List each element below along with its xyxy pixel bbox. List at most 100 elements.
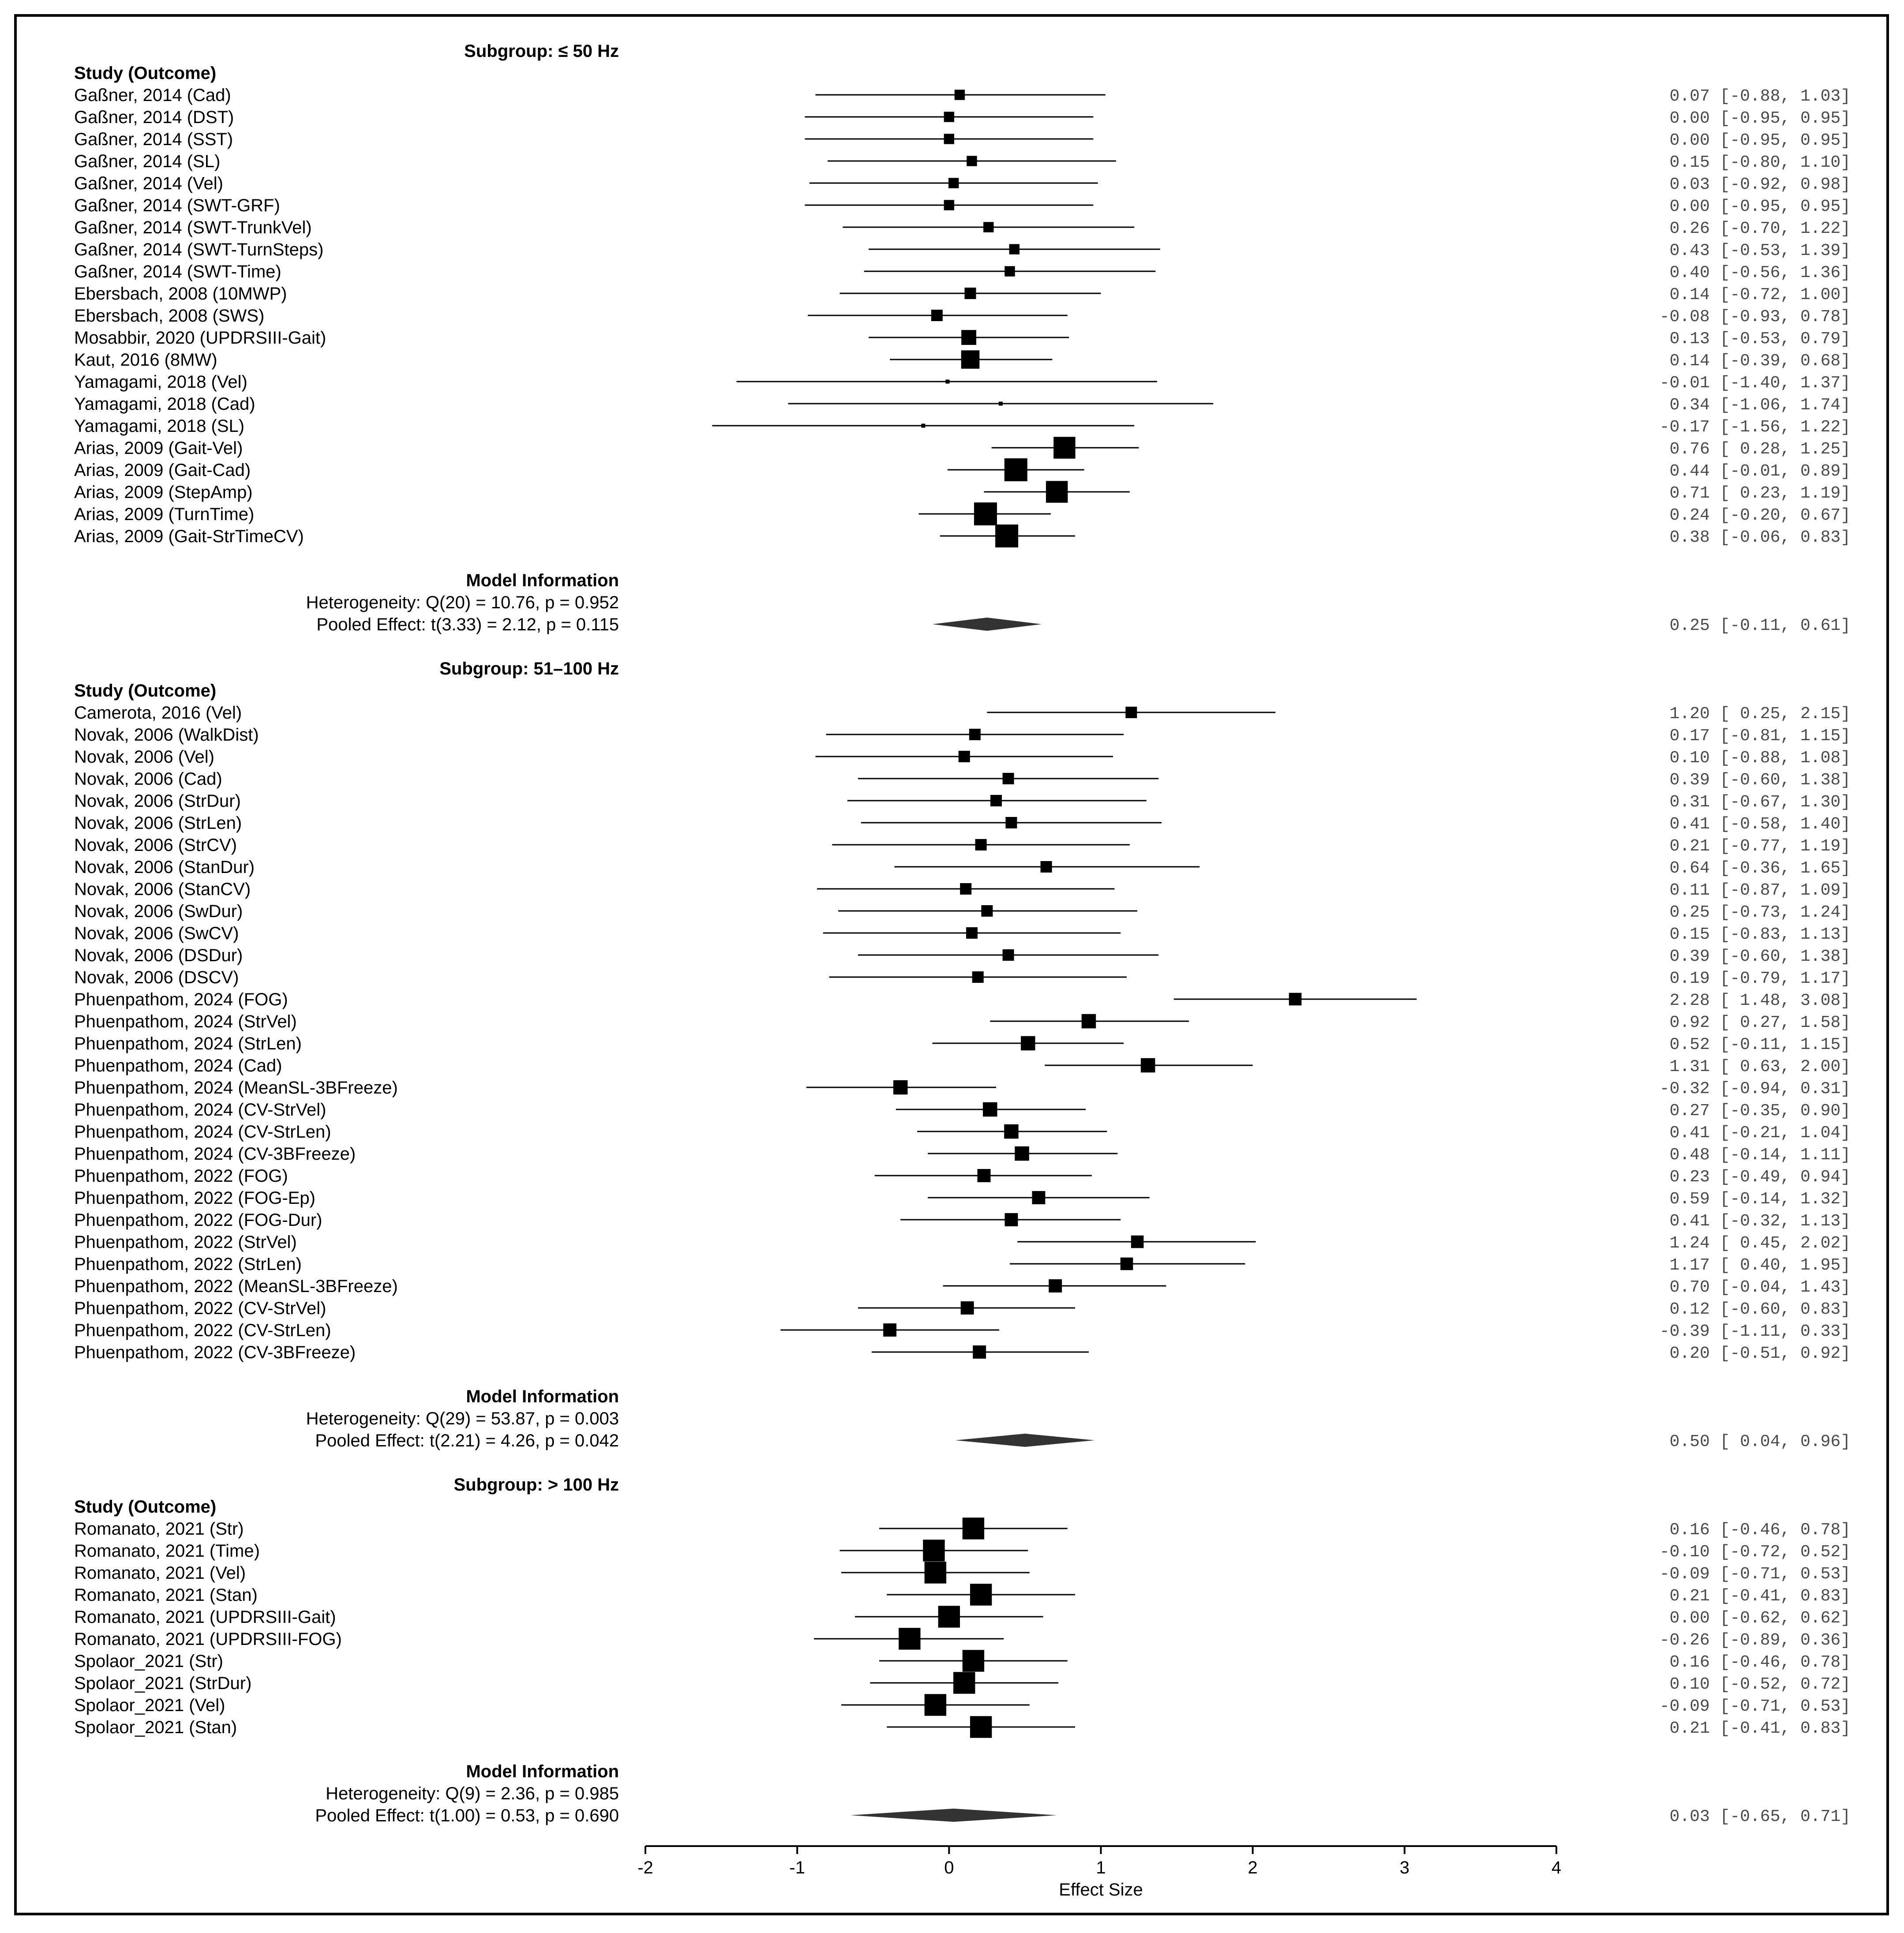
study-label: Camerota, 2016 (Vel) [74,703,242,723]
study-label: Phuenpathom, 2024 (CV-StrLen) [74,1122,331,1142]
effect-ci-value: 0.26 [-0.70, 1.22] [1670,219,1851,238]
effect-ci-value: -0.09 [-0.71, 0.53] [1660,1697,1851,1716]
x-tick-label: -2 [637,1858,653,1877]
study-label: Gaßner, 2014 (SWT-TurnSteps) [74,240,323,259]
effect-marker [924,1562,947,1584]
heterogeneity-stat: Heterogeneity: Q(29) = 53.87, p = 0.003 [306,1409,619,1428]
effect-ci-value: 1.31 [ 0.63, 2.00] [1670,1057,1851,1076]
study-label: Ebersbach, 2008 (10MWP) [74,284,287,303]
effect-marker [960,883,972,895]
study-label: Novak, 2006 (Vel) [74,747,214,767]
study-label: Arias, 2009 (Gait-StrTimeCV) [74,527,304,546]
effect-marker [981,905,993,917]
effect-marker [1081,1014,1096,1029]
effect-marker [944,200,955,210]
effect-marker [931,310,943,321]
study-label: Romanato, 2021 (Vel) [74,1563,246,1583]
x-tick-label: 4 [1552,1858,1561,1877]
effect-marker [960,1301,974,1315]
pooled-diamond [850,1809,1057,1822]
effect-ci-value: 0.48 [-0.14, 1.11] [1670,1146,1851,1165]
effect-marker [1021,1036,1035,1051]
effect-ci-value: 0.43 [-0.53, 1.39] [1670,241,1851,260]
study-label: Phuenpathom, 2024 (StrVel) [74,1012,297,1031]
effect-ci-value: 0.03 [-0.92, 0.98] [1670,175,1851,194]
effect-ci-value: 0.19 [-0.79, 1.17] [1670,969,1851,988]
effect-ci-value: 0.38 [-0.06, 0.83] [1670,528,1851,547]
effect-marker [893,1080,908,1095]
study-label: Novak, 2006 (SwCV) [74,924,239,943]
effect-ci-value: 1.20 [ 0.25, 2.15] [1670,704,1851,723]
study-label: Phuenpathom, 2022 (MeanSL-3BFreeze) [74,1277,398,1296]
effect-ci-value: 0.21 [-0.41, 0.83] [1670,1587,1851,1606]
effect-ci-value: 0.23 [-0.49, 0.94] [1670,1168,1851,1187]
study-label: Romanato, 2021 (UPDRSIII-FOG) [74,1630,342,1649]
effect-ci-value: 0.07 [-0.88, 1.03] [1670,87,1851,106]
effect-ci-value: 0.12 [-0.60, 0.83] [1670,1300,1851,1319]
study-label: Gaßner, 2014 (SWT-Time) [74,262,281,281]
effect-ci-value: 0.25 [-0.73, 1.24] [1670,903,1851,922]
effect-ci-value: 1.24 [ 0.45, 2.02] [1670,1234,1851,1253]
effect-marker [990,795,1002,806]
study-label: Romanato, 2021 (UPDRSIII-Gait) [74,1607,336,1627]
effect-marker [1009,244,1020,255]
study-label: Arias, 2009 (Gait-Vel) [74,438,243,458]
effect-marker [961,350,980,369]
study-label: Gaßner, 2014 (SWT-TrunkVel) [74,218,312,237]
effect-ci-value: 0.40 [-0.56, 1.36] [1670,263,1851,282]
study-label: Novak, 2006 (StrLen) [74,813,242,833]
effect-ci-value: 0.71 [ 0.23, 1.19] [1670,484,1851,503]
effect-ci-value: -0.26 [-0.89, 0.36] [1660,1631,1851,1650]
study-label: Phuenpathom, 2024 (CV-StrVel) [74,1100,326,1120]
effect-marker [1004,1124,1019,1139]
study-label: Novak, 2006 (StrDur) [74,791,241,811]
x-axis-title: Effect Size [1059,1880,1143,1899]
effect-ci-value: 0.27 [-0.35, 0.90] [1670,1101,1851,1120]
effect-marker [954,90,965,100]
effect-ci-value: 2.28 [ 1.48, 3.08] [1670,991,1851,1010]
effect-marker [899,1628,921,1650]
study-label: Gaßner, 2014 (Vel) [74,174,223,193]
effect-marker [998,401,1003,406]
study-label: Yamagami, 2018 (Cad) [74,394,255,414]
model-info-header: Model Information [466,571,619,590]
effect-ci-value: 0.00 [-0.95, 0.95] [1670,197,1851,216]
effect-ci-value: 0.15 [-0.83, 1.13] [1670,925,1851,944]
effect-marker [953,1672,975,1694]
effect-ci-value: -0.39 [-1.11, 0.33] [1660,1322,1851,1341]
effect-ci-value: 0.14 [-0.39, 0.68] [1670,352,1851,371]
pooled-effect-stat: Pooled Effect: t(3.33) = 2.12, p = 0.115 [316,615,619,634]
heterogeneity-stat: Heterogeneity: Q(9) = 2.36, p = 0.985 [326,1784,619,1803]
effect-marker [967,156,977,166]
study-label: Gaßner, 2014 (SST) [74,130,233,149]
effect-marker [995,524,1019,547]
effect-ci-value: 0.13 [-0.53, 0.79] [1670,330,1851,348]
effect-marker [964,288,976,299]
effect-marker [1005,817,1017,828]
effect-marker [1002,949,1014,961]
effect-marker [975,839,987,850]
effect-ci-value: -0.32 [-0.94, 0.31] [1660,1079,1851,1098]
study-label: Romanato, 2021 (Stan) [74,1585,258,1605]
effect-marker [1049,1279,1062,1292]
effect-ci-value: 0.41 [-0.32, 1.13] [1670,1212,1851,1231]
study-label: Phuenpathom, 2022 (StrVel) [74,1232,297,1252]
study-label: Phuenpathom, 2024 (CV-3BFreeze) [74,1144,356,1164]
effect-ci-value: 0.41 [-0.58, 1.40] [1670,815,1851,834]
study-label: Novak, 2006 (StrCV) [74,835,237,855]
effect-ci-value: -0.08 [-0.93, 0.78] [1660,307,1851,326]
study-label: Spolaor_2021 (Vel) [74,1696,225,1715]
study-label: Novak, 2006 (Cad) [74,769,222,789]
effect-ci-value: 0.00 [-0.95, 0.95] [1670,131,1851,150]
study-label: Gaßner, 2014 (SWT-GRF) [74,196,280,215]
study-label: Phuenpathom, 2022 (FOG-Dur) [74,1210,322,1230]
model-info-header: Model Information [466,1387,619,1406]
study-label: Kaut, 2016 (8MW) [74,350,217,370]
effect-marker [970,1716,992,1738]
effect-ci-value: 0.10 [-0.88, 1.08] [1670,749,1851,768]
study-label: Mosabbir, 2020 (UPDRSIII-Gait) [74,328,326,348]
effect-ci-value: 0.92 [ 0.27, 1.58] [1670,1013,1851,1032]
study-label: Arias, 2009 (TurnTime) [74,505,254,524]
effect-marker [969,729,981,740]
